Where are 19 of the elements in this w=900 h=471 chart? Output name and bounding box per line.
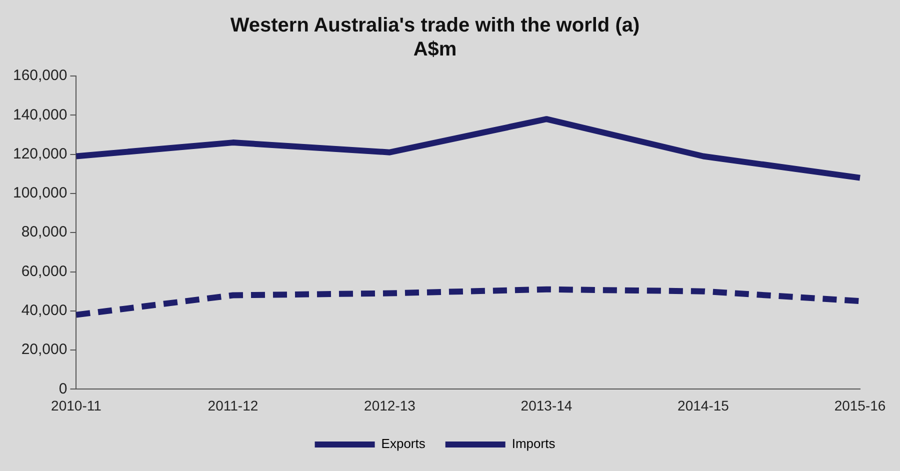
y-tick-label: 100,000 [12, 184, 68, 202]
legend-label: Exports [381, 436, 426, 452]
y-tick-label: 60,000 [21, 262, 68, 280]
y-tick-label: 140,000 [12, 106, 68, 124]
chart-title: Western Australia's trade with the world (a) [230, 14, 640, 37]
chart-subtitle: A$m [413, 38, 457, 61]
y-tick-label: 0 [58, 380, 68, 398]
x-tick-label: 2011-12 [208, 397, 258, 414]
y-tick-label: 160,000 [12, 67, 68, 84]
x-tick-label: 2015-16 [834, 397, 886, 414]
x-tick-label: 2010-11 [51, 397, 102, 414]
y-tick-label: 80,000 [21, 224, 68, 241]
x-tick-label: 2013-14 [520, 397, 572, 414]
legend-label: Imports [512, 436, 556, 452]
y-tick-label: 120,000 [12, 145, 68, 162]
y-tick-label: 20,000 [21, 341, 68, 358]
x-tick-label: 2012-13 [364, 397, 416, 414]
y-tick-label: 40,000 [21, 302, 68, 320]
x-tick-label: 2014-15 [678, 397, 730, 414]
